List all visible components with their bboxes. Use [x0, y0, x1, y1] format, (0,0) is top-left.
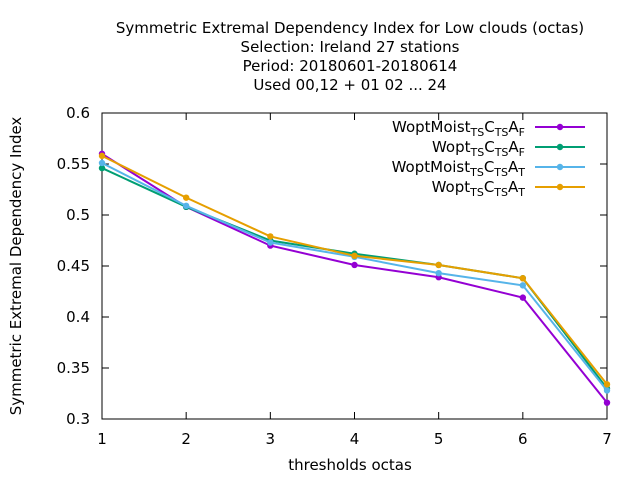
y-tick-label: 0.4	[66, 308, 90, 326]
data-point	[182, 202, 190, 210]
title-line-1: Symmetric Extremal Dependency Index for …	[116, 19, 584, 37]
x-axis: 1 2 3 4 5 6 7	[97, 113, 612, 448]
data-point	[267, 239, 274, 246]
legend-marker	[556, 163, 564, 171]
x-tick-label: 2	[181, 430, 191, 448]
data-point	[435, 261, 442, 269]
y-tick-label: 0.45	[57, 257, 90, 275]
y-tick-label: 0.6	[66, 104, 90, 122]
data-point	[98, 159, 106, 167]
x-tick-label: 1	[97, 430, 107, 448]
x-axis-label: thresholds octas	[288, 456, 412, 474]
data-point	[182, 194, 190, 201]
legend-marker	[556, 143, 564, 151]
series-line	[101, 154, 608, 385]
data-point	[519, 282, 527, 289]
y-tick-label: 0.5	[66, 206, 90, 224]
data-point	[519, 275, 527, 282]
series-line	[101, 152, 608, 404]
y-tick-label: 0.3	[66, 410, 90, 428]
series-line	[101, 162, 608, 392]
y-tick-label: 0.35	[57, 359, 90, 377]
data-point	[603, 387, 611, 394]
x-tick-label: 7	[602, 430, 612, 448]
data-point	[603, 381, 611, 388]
legend-label: WoptTSCTSAT	[432, 178, 526, 199]
x-tick-label: 4	[350, 430, 360, 448]
data-point	[351, 261, 358, 269]
data-point	[519, 294, 527, 301]
chart-title: Symmetric Extremal Dependency Index for …	[116, 19, 584, 94]
title-line-2: Selection: Ireland 27 stations	[241, 38, 460, 56]
x-tick-label: 5	[434, 430, 444, 448]
series-lines	[98, 150, 611, 406]
data-point	[603, 399, 611, 406]
legend-marker	[556, 183, 564, 191]
y-axis: 0.3 0.35 0.4 0.45 0.5 0.55 0.6	[57, 104, 607, 428]
title-line-4: Used 00,12 + 01 02 ... 24	[253, 76, 446, 94]
legend-marker	[556, 123, 564, 131]
data-point	[351, 252, 358, 259]
y-axis-label: Symmetric Extremal Dependency Index	[7, 117, 25, 416]
y-tick-label: 0.55	[57, 155, 90, 173]
title-line-3: Period: 20180601-20180614	[243, 57, 458, 75]
x-tick-label: 3	[266, 430, 276, 448]
legend-label: WoptMoistTSCTSAT	[392, 158, 526, 179]
x-tick-label: 6	[518, 430, 528, 448]
legend: WoptMoistTSCTSAFWoptTSCTSAFWoptMoistTSCT…	[392, 118, 585, 199]
data-point	[435, 269, 442, 277]
legend-label: WoptTSCTSAF	[432, 138, 525, 159]
data-point	[98, 164, 106, 172]
legend-label: WoptMoistTSCTSAF	[392, 118, 525, 139]
data-point	[267, 233, 274, 240]
data-point	[98, 152, 106, 160]
